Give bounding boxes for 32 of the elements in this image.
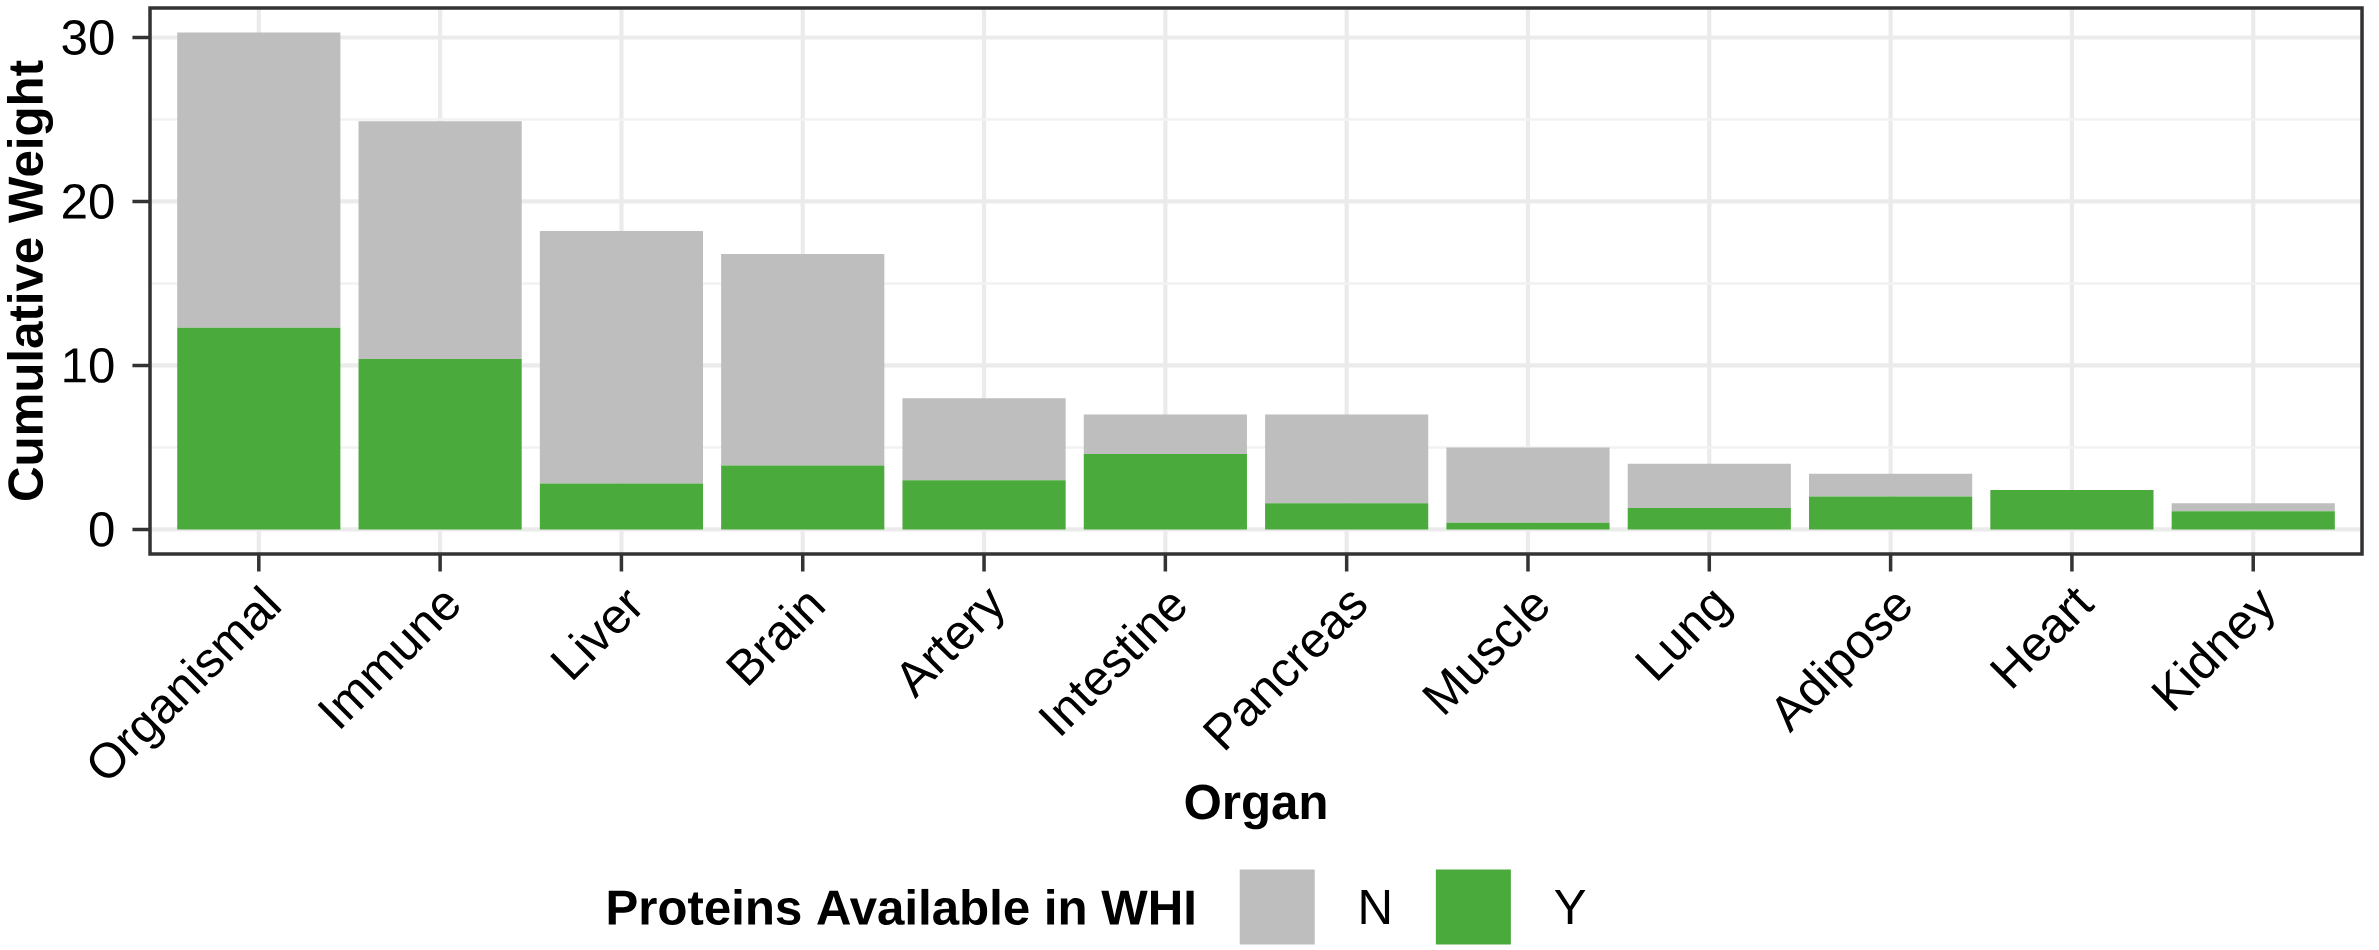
legend-title: Proteins Available in WHI	[608, 888, 1194, 926]
bar	[1265, 414, 1429, 504]
bar	[1990, 490, 2154, 530]
bar	[1083, 414, 1247, 454]
bar	[902, 480, 1066, 530]
legend-label: N	[1361, 890, 1390, 924]
bar	[1809, 473, 1973, 497]
bar	[539, 483, 704, 530]
x-axis-title: Organ	[1185, 784, 1326, 830]
bar	[721, 465, 885, 530]
bar	[1627, 508, 1791, 530]
bar	[1083, 453, 1247, 530]
bar	[358, 121, 522, 359]
bar	[1446, 447, 1610, 523]
bar	[721, 253, 885, 466]
y-tick-label: 0	[89, 511, 114, 547]
y-tick-label: 10	[64, 347, 114, 383]
bar	[2171, 503, 2335, 512]
y-axis-title: Cumulative Weight	[6, 60, 54, 500]
bar	[177, 32, 341, 328]
bar	[539, 230, 704, 484]
bar	[902, 398, 1066, 481]
bar	[1446, 522, 1610, 530]
bar	[1265, 503, 1429, 530]
y-tick-label: 30	[62, 20, 114, 55]
legend-label: Y	[1554, 890, 1586, 924]
bar	[177, 327, 341, 530]
y-tick-label: 20	[63, 184, 114, 219]
bar	[358, 358, 522, 530]
bar	[1627, 463, 1791, 509]
bar	[1809, 496, 1973, 530]
bar	[2171, 511, 2335, 530]
